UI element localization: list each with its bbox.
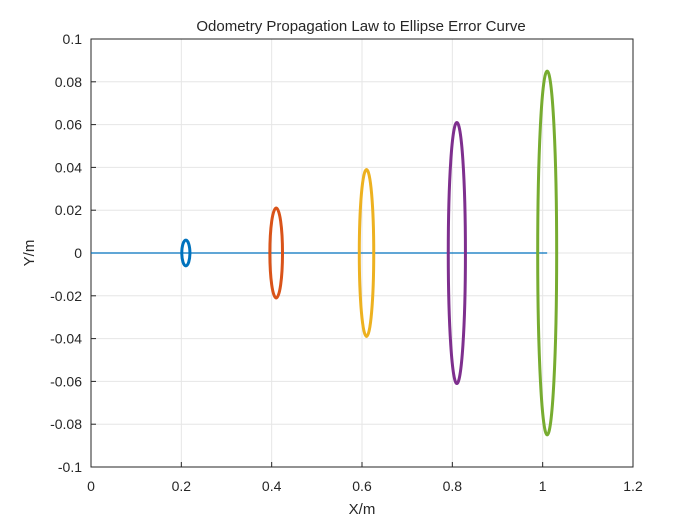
error-ellipse-2 — [268, 206, 285, 300]
x-tick-label: 1 — [539, 478, 547, 494]
x-tick-label: 0 — [87, 478, 95, 494]
x-tick-label: 0.8 — [443, 478, 463, 494]
x-tick-label: 0.6 — [352, 478, 372, 494]
y-tick-label: -0.04 — [50, 331, 82, 347]
error-ellipse-1 — [180, 238, 192, 268]
y-tick-label: -0.08 — [50, 416, 82, 432]
y-tick-label: 0 — [74, 245, 82, 261]
x-ticks: 0 0.2 0.4 0.6 0.8 1 1.2 — [87, 462, 643, 494]
y-tick-label: -0.02 — [50, 288, 82, 304]
x-tick-label: 0.4 — [262, 478, 282, 494]
y-tick-label: 0.08 — [55, 74, 82, 90]
y-tick-label: 0.04 — [55, 159, 82, 175]
chart-title: Odometry Propagation Law to Ellipse Erro… — [196, 18, 525, 35]
y-tick-label: -0.06 — [50, 373, 82, 389]
y-tick-label: 0.1 — [63, 31, 83, 47]
x-tick-label: 1.2 — [623, 478, 643, 494]
error-ellipse-3 — [357, 168, 376, 338]
x-tick-label: 0.2 — [172, 478, 192, 494]
error-ellipse-5 — [536, 69, 559, 437]
y-tick-label: 0.06 — [55, 117, 82, 133]
y-ticks: 0.1 0.08 0.06 0.04 0.02 0 -0.02 -0.04 -0.06 -0.08… — [50, 31, 96, 475]
y-axis-label: Y/m — [21, 240, 38, 267]
x-axis-label: X/m — [349, 501, 376, 518]
series-layer — [91, 69, 559, 437]
y-tick-label: 0.02 — [55, 202, 82, 218]
error-ellipse-4 — [446, 120, 467, 386]
y-tick-label: -0.1 — [58, 459, 82, 475]
